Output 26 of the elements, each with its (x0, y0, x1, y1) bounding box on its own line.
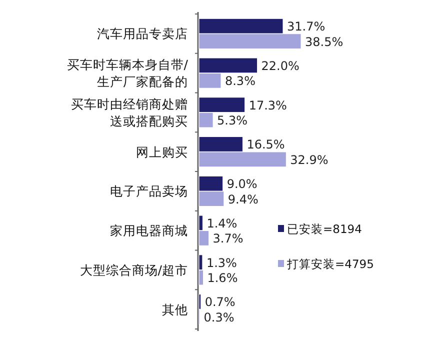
y-tick-label: 汽车用品专卖店 (97, 26, 188, 42)
data-label: 1.4% (206, 216, 238, 230)
data-label: 16.5% (246, 138, 285, 152)
data-label: 9.0% (226, 177, 258, 192)
y-tick-label: 家用电器商城 (110, 223, 188, 238)
data-label: 0.3% (204, 310, 234, 324)
y-tick-label: 买车时由经销商处赠送或搭配购买 (71, 96, 188, 128)
data-label: 31.7% (286, 20, 326, 34)
data-label: 9.4% (228, 192, 258, 206)
data-label: 1.6% (207, 271, 238, 286)
y-tick-label: 电子产品卖场 (110, 184, 188, 199)
data-label: 22.0% (261, 58, 300, 73)
legend-label: 已安装=8194 (287, 222, 362, 236)
data-label: 1.3% (206, 256, 237, 270)
y-tick-label: 其他 (162, 302, 188, 317)
data-label: 17.3% (248, 98, 287, 112)
y-tick-label: 大型综合商场/超市 (80, 262, 188, 278)
data-label: 5.3% (217, 114, 248, 128)
data-label: 8.3% (224, 74, 256, 88)
y-tick-label: 网上购买 (136, 144, 188, 160)
data-label: 32.9% (290, 152, 328, 167)
legend-label: 打算安装=4795 (286, 257, 374, 271)
data-label: 0.7% (204, 295, 236, 310)
data-label: 38.5% (305, 34, 344, 49)
data-label: 3.7% (212, 232, 244, 246)
y-tick-label: 买车时车辆本身自带/生产厂家配备的 (66, 57, 189, 90)
